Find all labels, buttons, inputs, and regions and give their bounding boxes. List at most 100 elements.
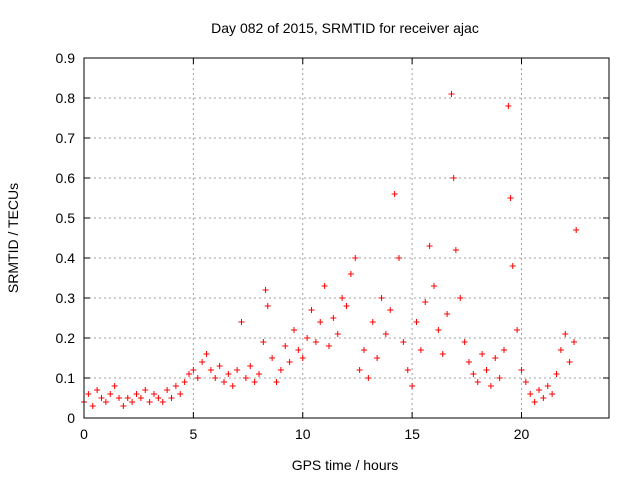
data-point [321, 283, 328, 289]
data-point [527, 391, 534, 397]
y-tick-label: 0.7 [56, 130, 76, 146]
x-tick-label: 10 [295, 426, 311, 442]
y-tick-label: 0 [67, 410, 75, 426]
data-point [544, 383, 551, 389]
data-point [330, 315, 337, 321]
data-point [507, 195, 514, 201]
data-point [347, 271, 354, 277]
data-points [81, 91, 580, 409]
data-point [137, 395, 144, 401]
data-point [242, 375, 249, 381]
y-tick-label: 0.8 [56, 90, 76, 106]
data-point [295, 347, 302, 353]
data-point [492, 355, 499, 361]
data-point [111, 383, 118, 389]
data-point [505, 103, 512, 109]
data-point [496, 375, 503, 381]
data-point [212, 375, 219, 381]
data-point [339, 295, 346, 301]
data-point [216, 363, 223, 369]
data-point [186, 371, 192, 377]
data-point [448, 91, 455, 97]
data-point [234, 367, 241, 373]
data-point [181, 379, 188, 385]
data-point [317, 319, 324, 325]
data-point [571, 339, 577, 345]
data-point [409, 383, 416, 389]
data-point [194, 375, 201, 381]
data-point [483, 367, 490, 373]
data-point [203, 351, 210, 357]
data-point [417, 347, 424, 353]
data-point [229, 383, 236, 389]
gridlines [84, 58, 609, 418]
data-point [470, 371, 477, 377]
y-tick-label: 0.3 [56, 290, 76, 306]
data-point [116, 395, 122, 401]
data-point [426, 243, 433, 249]
data-point [352, 255, 359, 261]
data-point [120, 403, 127, 409]
data-point [509, 263, 516, 269]
x-tick-label: 20 [514, 426, 530, 442]
data-point [474, 379, 481, 385]
data-point [450, 175, 457, 181]
data-point [221, 379, 227, 385]
y-axis: 0 0.1 0.2 0.3 0.4 0.5 0.6 0.7 0.8 0.9 [56, 50, 609, 426]
data-point [260, 339, 267, 345]
data-point [343, 303, 350, 309]
data-point [435, 327, 442, 333]
data-point [365, 375, 372, 381]
data-point [334, 331, 341, 337]
data-point [225, 371, 232, 377]
y-tick-label: 0.1 [56, 370, 76, 386]
x-tick-label: 15 [404, 426, 420, 442]
data-point [404, 367, 411, 373]
data-point [124, 395, 131, 401]
data-point [378, 295, 385, 301]
data-point [155, 395, 162, 401]
data-point [308, 307, 315, 313]
data-point [514, 327, 521, 333]
data-point [89, 403, 96, 409]
x-axis: 0 5 10 15 20 [80, 58, 529, 442]
data-point [256, 371, 262, 377]
data-point [466, 359, 472, 365]
data-point [102, 399, 109, 405]
data-point [164, 387, 171, 393]
x-axis-label: GPS time / hours [292, 457, 399, 473]
data-point [277, 367, 284, 373]
chart-title: Day 082 of 2015, SRMTID for receiver aja… [211, 20, 479, 36]
data-point [361, 347, 367, 353]
y-tick-label: 0.5 [56, 210, 76, 226]
plot-frame [83, 57, 610, 419]
data-point [573, 227, 580, 233]
data-point [431, 283, 437, 289]
data-point [566, 359, 573, 365]
data-point [151, 391, 157, 397]
data-point [549, 391, 556, 397]
data-point [172, 383, 179, 389]
data-point [461, 339, 468, 345]
data-point [273, 379, 280, 385]
data-point [391, 191, 398, 197]
data-point [168, 395, 175, 401]
data-point [387, 307, 394, 313]
data-point [540, 395, 547, 401]
data-point [422, 299, 429, 305]
data-point [247, 363, 254, 369]
data-point [146, 399, 153, 405]
data-point [264, 303, 271, 309]
data-point [326, 343, 332, 349]
y-tick-label: 0.4 [56, 250, 76, 266]
data-point [159, 399, 166, 405]
data-point [98, 395, 105, 401]
data-point [251, 379, 258, 385]
data-point [356, 367, 363, 373]
y-tick-label: 0.2 [56, 330, 76, 346]
data-point [282, 343, 289, 349]
data-point [374, 355, 381, 361]
data-point [487, 383, 494, 389]
data-point [199, 359, 206, 365]
